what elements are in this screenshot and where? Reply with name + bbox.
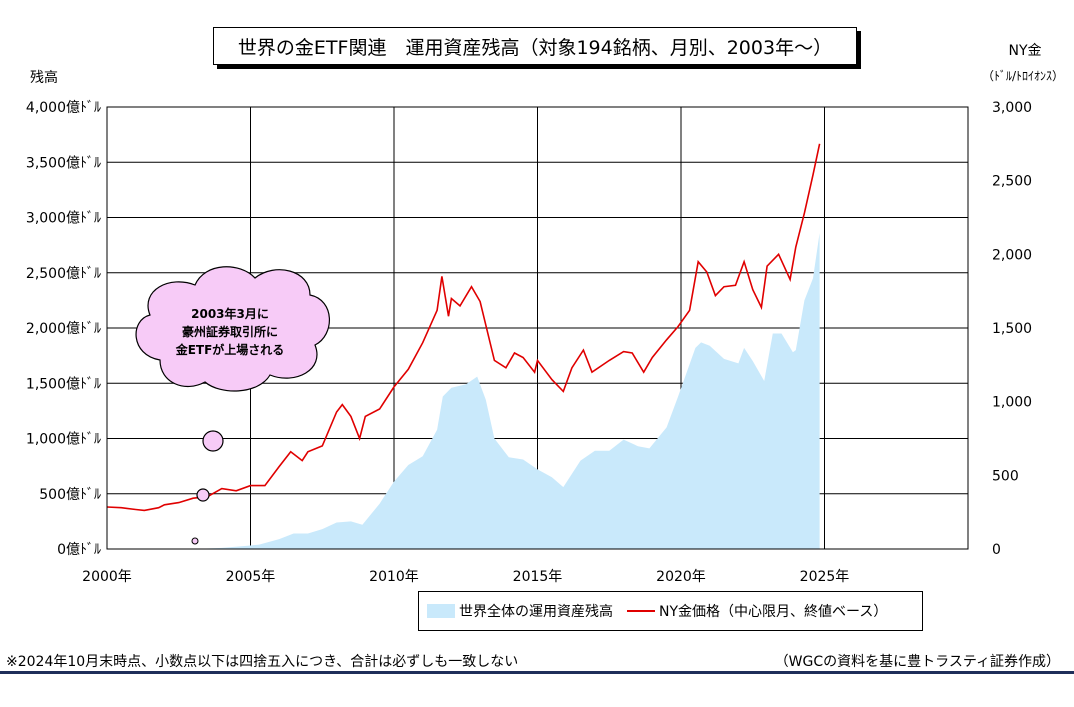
y-right-tick-label: 500	[992, 468, 1019, 484]
x-tick-label: 2015年	[513, 569, 563, 585]
callout-dot-medium	[196, 488, 210, 502]
legend-label-gold: NY金価格（中心限月、終値ベース）	[659, 604, 888, 620]
y-left-tick-label: 2,500億ﾄﾞﾙ	[26, 266, 101, 282]
callout-cloud	[135, 266, 330, 392]
series-aum-area	[200, 233, 820, 549]
plot-border	[106, 106, 969, 550]
x-tick-label: 2010年	[369, 569, 419, 585]
footnote-right: （WGCの資料を基に豊トラスティ証券作成）	[774, 654, 1060, 670]
legend-label-aum: 世界全体の運用資産残高	[459, 604, 613, 620]
footnote-left: ※2024年10月末時点、小数点以下は四捨五入につき、合計は必ずしも一致しない	[6, 654, 519, 670]
chart-title: 世界の金ETF関連 運用資産残高（対象194銘柄、月別、2003年～）	[213, 27, 857, 65]
legend-swatch-line	[627, 610, 655, 612]
callout-line-3: 金ETFが上場される	[175, 342, 285, 357]
y-left-tick-label: 1,000億ﾄﾞﾙ	[26, 432, 101, 448]
series-gold-price-line	[106, 143, 821, 512]
bottom-rule	[0, 671, 1074, 674]
y-right-tick-label: 1,000	[992, 395, 1032, 411]
right-axis-title: NY金	[1008, 43, 1042, 59]
legend: 世界全体の運用資産残高 NY金価格（中心限月、終値ベース）	[418, 591, 923, 631]
y-left-tick-label: 3,500億ﾄﾞﾙ	[26, 155, 101, 171]
x-tick-label: 2000年	[82, 569, 132, 585]
y-left-tick-label: 2,000億ﾄﾞﾙ	[26, 321, 101, 337]
callout-line-1: 2003年3月に	[191, 306, 269, 321]
left-axis-title: 残高	[30, 70, 58, 86]
y-left-tick-label: 3,000億ﾄﾞﾙ	[26, 211, 101, 227]
y-right-tick-label: 3,000	[992, 100, 1032, 116]
y-left-tick-label: 500億ﾄﾞﾙ	[39, 487, 101, 503]
callout-dot-small	[191, 537, 199, 545]
y-right-tick-label: 0	[992, 542, 1001, 558]
callout-bubble: 2003年3月に 豪州証券取引所に 金ETFが上場される	[135, 266, 330, 545]
y-right-tick-label: 2,500	[992, 174, 1032, 190]
y-left-tick-label: 0億ﾄﾞﾙ	[57, 542, 101, 558]
right-axis-unit: （ﾄﾞﾙ/ﾄﾛｲｵﾝｽ）	[981, 69, 1065, 83]
callout-dot-large	[202, 430, 224, 452]
y-left-tick-label: 4,000億ﾄﾞﾙ	[26, 100, 101, 116]
callout-line-2: 豪州証券取引所に	[182, 324, 278, 339]
plot-frame	[106, 106, 969, 550]
y-right-tick-label: 2,000	[992, 247, 1032, 263]
y-left-tick-label: 1,500億ﾄﾞﾙ	[26, 376, 101, 392]
legend-swatch-area	[427, 604, 455, 618]
tick-labels: 0億ﾄﾞﾙ 500億ﾄﾞﾙ 1,000億ﾄﾞﾙ 1,500億ﾄﾞﾙ 2,000億ﾄﾞﾙ 2…	[26, 100, 1032, 585]
x-tick-label: 2025年	[800, 569, 850, 585]
x-tick-label: 2005年	[226, 569, 276, 585]
x-tick-label: 2020年	[656, 569, 706, 585]
y-right-tick-label: 1,500	[992, 321, 1032, 337]
